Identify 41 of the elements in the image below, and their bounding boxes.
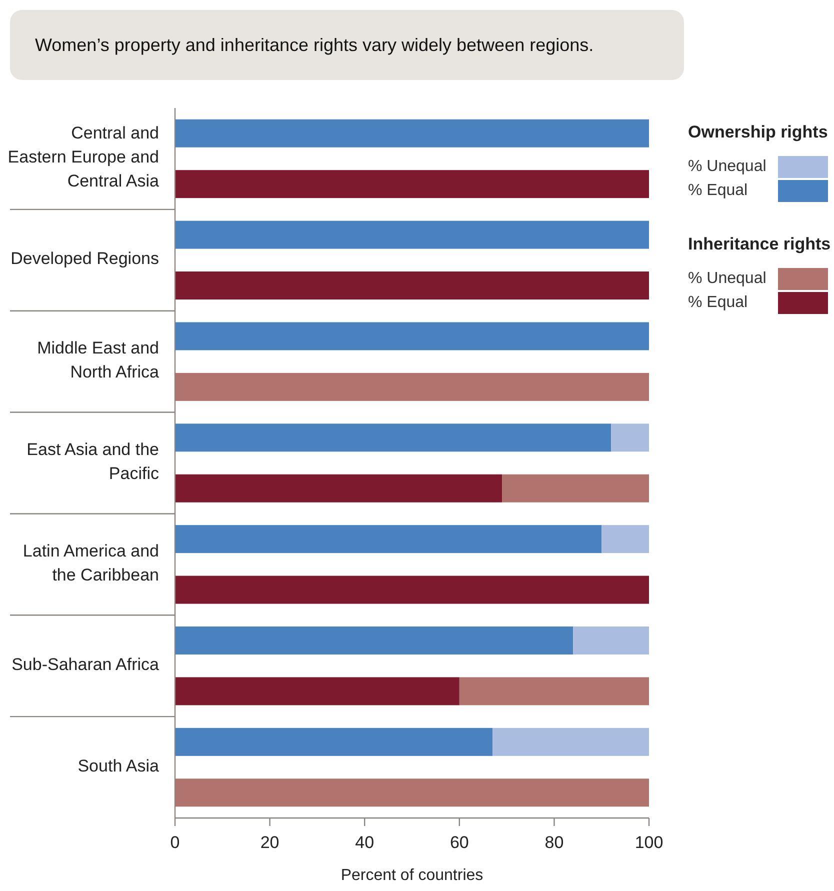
bar [175, 677, 460, 706]
bar [175, 474, 502, 502]
text: Ownership rights [688, 122, 828, 142]
bar [175, 272, 649, 300]
y-tick-label: Sub-Saharan Africa [12, 655, 160, 674]
x-tick-label: 20 [260, 833, 280, 852]
bar [175, 626, 574, 654]
bar [459, 677, 649, 706]
text: Inheritance rights [688, 234, 831, 254]
chart-title: Women’s property and inheritance rights vary widely between regions. [35, 34, 594, 55]
bar [502, 474, 649, 502]
x-tick-label: 40 [355, 833, 374, 852]
bar [602, 525, 649, 554]
y-tick-label: Latin America and the Caribbean [22, 542, 159, 585]
y-tick-label: Central and Eastern Europe and Central Asia [8, 124, 160, 192]
y-tick-label: Developed Regions [10, 250, 159, 269]
x-tick-label: 0 [170, 833, 180, 852]
bar [175, 525, 602, 554]
bar [175, 322, 649, 350]
x-axis-title: Percent of countries [340, 867, 484, 884]
y-tick-label: East Asia and the Pacific [26, 440, 160, 484]
y-tick-label: South Asia [78, 756, 160, 776]
x-tick-label: 60 [450, 833, 469, 852]
bar [175, 424, 612, 452]
bar [175, 119, 649, 148]
legend-label: % Equal [688, 294, 748, 312]
x-tick-label: 100 [634, 833, 664, 852]
legend-label: % Unequal [688, 158, 766, 176]
bar [492, 728, 649, 756]
bar [611, 424, 649, 452]
legend-label: % Equal [688, 182, 748, 200]
x-tick-label: 80 [544, 833, 564, 852]
y-tick-label: Middle East and North Africa [37, 339, 160, 382]
bar [175, 778, 649, 807]
bar [175, 220, 649, 249]
bar [175, 170, 649, 198]
bar [175, 728, 493, 756]
bar [175, 576, 649, 604]
bar [573, 626, 649, 654]
legend-label: % Unequal [688, 270, 766, 288]
bar [175, 372, 649, 401]
